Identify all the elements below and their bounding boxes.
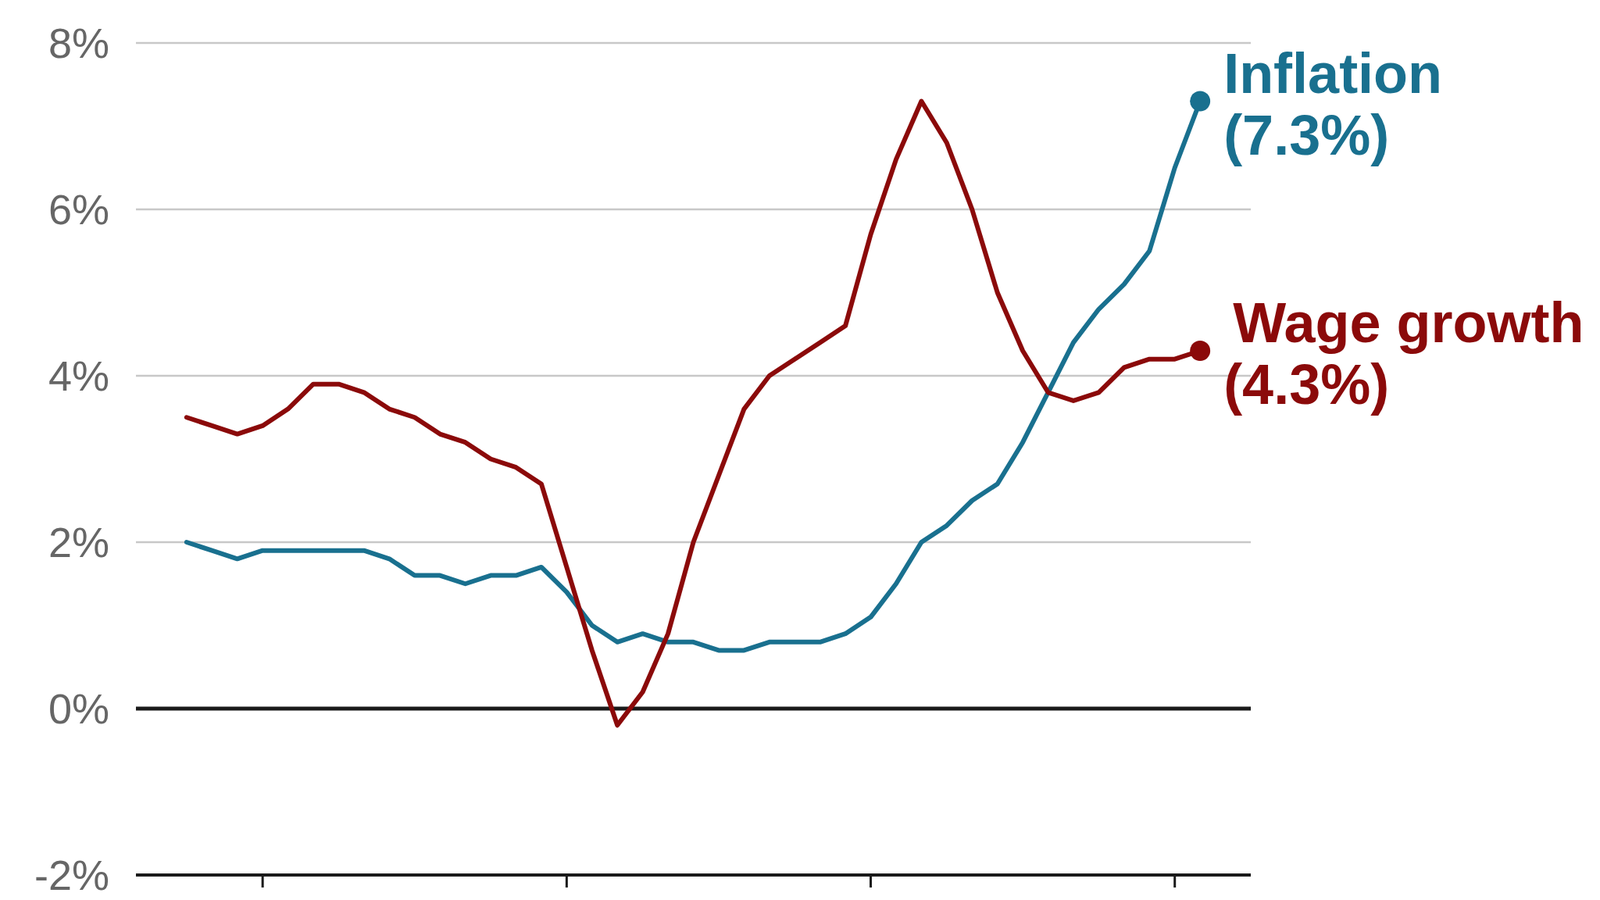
x-tick xyxy=(565,875,568,888)
lines xyxy=(186,101,1200,726)
y-tick-label: -2% xyxy=(34,851,110,899)
end-value-label: (7.3%) xyxy=(1223,103,1390,167)
series-line xyxy=(186,101,1200,726)
end-value-label: (4.3%) xyxy=(1223,353,1390,416)
end-dot xyxy=(1189,91,1211,112)
x-tick xyxy=(1173,875,1176,888)
x-tick xyxy=(261,875,265,888)
grid-line xyxy=(135,208,1251,211)
y-grid xyxy=(135,42,1251,875)
x-axis xyxy=(135,873,1251,877)
y-tick-label: 8% xyxy=(48,19,110,67)
grid-line xyxy=(135,375,1251,378)
grid-line xyxy=(135,874,1251,877)
series-label: Wage growth xyxy=(1232,291,1584,354)
y-tick-label: 6% xyxy=(48,185,110,233)
series-line xyxy=(186,101,1200,651)
zero-line xyxy=(135,707,1251,711)
series-label: Inflation xyxy=(1223,42,1443,105)
chart: -2% 0% 2% 4% 6% 8% Inflation(7.3%) Wage growth(… xyxy=(0,0,1600,900)
grid-line xyxy=(135,42,1251,45)
y-tick-label: 0% xyxy=(48,685,110,733)
end-dot xyxy=(1189,340,1211,361)
y-tick-label: 4% xyxy=(48,352,110,400)
x-tick xyxy=(869,875,872,888)
y-tick-label: 2% xyxy=(48,518,110,566)
